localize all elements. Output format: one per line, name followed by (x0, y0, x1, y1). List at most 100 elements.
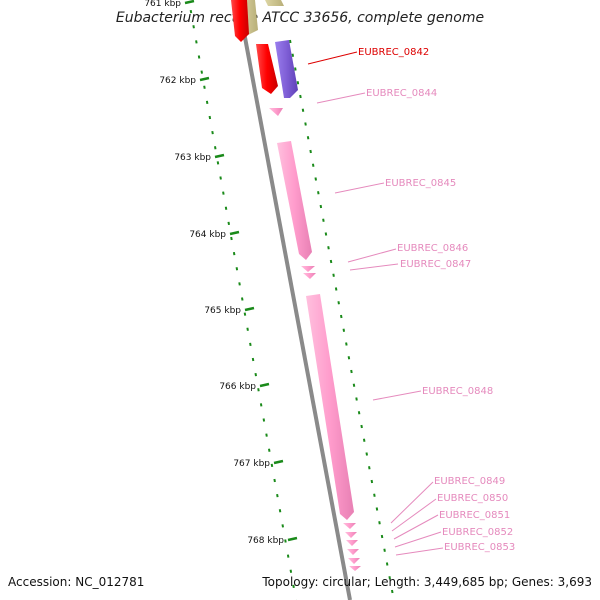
ring-dot (286, 554, 290, 558)
scale-tick-mark (199, 76, 210, 82)
ring-dot (342, 328, 346, 332)
ring-dot (205, 100, 209, 105)
ring-dot (232, 251, 236, 256)
ring-dot (289, 569, 293, 573)
ring-dot (291, 53, 295, 57)
genome-backbone (236, 0, 352, 600)
gene-red-top (231, 0, 249, 42)
ring-dot (362, 438, 366, 442)
ring-dot (262, 418, 266, 422)
gene-EUBREC_0842 (256, 44, 278, 94)
ring-dot (281, 524, 284, 528)
ring-dot (265, 433, 268, 437)
ring-dot (332, 273, 335, 277)
label-EUBREC_0845: EUBREC_0845 (385, 178, 456, 189)
ring-dot (391, 589, 394, 594)
scale-tick-ring (189, 9, 298, 600)
label-EUBREC_0842: EUBREC_0842 (358, 47, 429, 58)
gene-features (231, 0, 361, 571)
ring-dot (268, 448, 271, 452)
ring-dot (214, 146, 217, 150)
ring-dot (216, 161, 220, 165)
ring-dot (243, 312, 247, 316)
gene-EUBREC_0852 (347, 549, 359, 555)
gene-EUBREC_0849 (343, 523, 356, 529)
gene-bottom (349, 566, 361, 571)
scale-tick-label: 766 kbp (219, 382, 256, 392)
gene-blue (275, 40, 298, 98)
leader-EUBREC_0851 (393, 514, 439, 540)
ring-dot (309, 149, 312, 154)
label-EUBREC_0844: EUBREC_0844 (366, 88, 437, 99)
ring-dot (208, 115, 212, 120)
ring-dot (276, 493, 279, 498)
ring-dot (200, 70, 203, 74)
ring-dot (230, 236, 233, 241)
ring-dot (284, 539, 287, 543)
ring-dot (380, 534, 384, 539)
label-EUBREC_0846: EUBREC_0846 (397, 243, 468, 254)
gene-EUBREC_0850 (345, 532, 357, 538)
ring-dot (324, 232, 328, 236)
ring-dot (345, 342, 348, 346)
label-EUBREC_0850: EUBREC_0850 (437, 493, 508, 504)
gene-olive-top-right (265, 0, 284, 6)
ring-dot (254, 372, 257, 377)
scale-tick-label: 761 kbp (144, 0, 181, 9)
ring-dot (192, 25, 195, 29)
position-tick-ring (289, 39, 394, 594)
ring-dot (211, 130, 214, 135)
scale-tick-label: 765 kbp (204, 306, 241, 316)
label-EUBREC_0851: EUBREC_0851 (439, 510, 510, 521)
ring-dot (314, 177, 317, 181)
ring-dot (370, 479, 374, 484)
ring-dot (334, 287, 338, 291)
label-leader-lines (307, 51, 444, 556)
ring-dot (195, 40, 198, 44)
scale-tick-mark (229, 230, 240, 236)
ring-dot (368, 466, 371, 470)
leader-EUBREC_0842 (307, 51, 358, 65)
ring-dot (383, 548, 386, 552)
ring-dot (319, 204, 323, 209)
scale-tick-label: 764 kbp (189, 230, 226, 240)
leader-EUBREC_0853 (395, 547, 444, 556)
ring-dot (327, 246, 330, 250)
ring-dot (222, 191, 225, 195)
ring-dot (241, 297, 244, 301)
scale-marks: 761 kbp 762 kbp 763 kbp 764 kbp 765 kbp 766 k… (144, 0, 298, 546)
ring-dot (375, 507, 379, 511)
scale-tick-label: 768 kbp (247, 536, 284, 546)
label-EUBREC_0852: EUBREC_0852 (442, 527, 513, 538)
ring-dot (299, 94, 302, 99)
ring-dot (357, 411, 361, 415)
label-EUBREC_0848: EUBREC_0848 (422, 386, 493, 397)
ring-dot (224, 206, 228, 210)
ring-dot (340, 314, 343, 319)
gene-EUBREC_0844 (269, 108, 283, 116)
ring-dot (251, 357, 255, 362)
ring-dot (352, 383, 356, 387)
ring-dot (189, 9, 193, 14)
ring-dot (289, 39, 292, 44)
label-EUBREC_0853: EUBREC_0853 (444, 542, 515, 553)
ring-dot (249, 342, 252, 347)
ring-dot (259, 403, 263, 407)
ring-dot (235, 267, 239, 271)
label-EUBREC_0849: EUBREC_0849 (434, 476, 505, 487)
ring-dot (203, 85, 206, 89)
ring-dot (238, 282, 241, 286)
ring-dot (329, 259, 333, 264)
gene-EUBREC_0851 (346, 540, 358, 546)
leader-EUBREC_0848 (372, 390, 422, 401)
ring-dot (306, 136, 310, 140)
ring-dot (296, 81, 300, 85)
ring-dot (317, 191, 320, 195)
ring-dot (378, 521, 381, 525)
ring-dot (373, 493, 376, 497)
ring-dot (304, 122, 307, 126)
scale-tick-mark (244, 306, 255, 312)
gene-EUBREC_0846 (301, 266, 315, 272)
ring-dot (257, 388, 260, 392)
